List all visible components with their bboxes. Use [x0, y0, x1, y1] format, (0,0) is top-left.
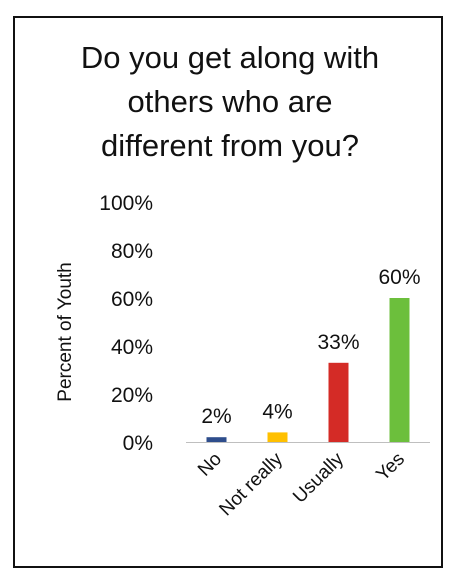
chart-title: Do you get along with others who are dif…: [30, 36, 430, 168]
y-tick-label: 40%: [111, 336, 153, 359]
chart-title-line-3: different from you?: [101, 128, 359, 163]
y-tick-label: 20%: [111, 384, 153, 407]
data-label: 2%: [201, 405, 231, 428]
bar-usually: [328, 362, 349, 442]
bar-yes: [389, 298, 410, 442]
y-tick-label: 80%: [111, 240, 153, 263]
y-tick-label: 0%: [123, 432, 153, 455]
chart-title-line-1: Do you get along with: [80, 40, 380, 75]
y-tick-label: 60%: [111, 288, 153, 311]
bar-not-really: [267, 432, 288, 442]
data-label: 4%: [262, 400, 292, 423]
x-tick-label: Yes: [372, 449, 409, 486]
chart-title-line-2: others who are: [127, 84, 333, 119]
x-tick-label: No: [194, 449, 226, 481]
data-label: 60%: [378, 266, 420, 289]
y-tick-label: 100%: [99, 192, 153, 215]
x-tick-label: Usually: [289, 448, 348, 507]
data-label: 33%: [317, 331, 359, 354]
chart-frame: [13, 16, 443, 568]
x-tick-label: Not really: [215, 448, 287, 520]
y-axis-label: Percent of Youth: [55, 262, 76, 401]
bar-no: [206, 437, 227, 442]
